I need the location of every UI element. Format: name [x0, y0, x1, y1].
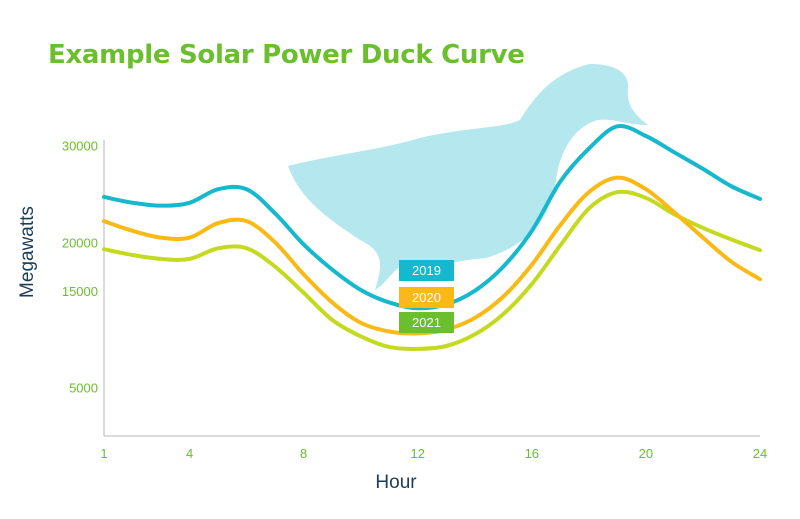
chart-title: Example Solar Power Duck Curve [48, 40, 525, 70]
x-tick-label: 8 [300, 446, 307, 461]
badge-label-2020: 2020 [412, 290, 441, 305]
y-tick-label: 5000 [69, 381, 98, 396]
badge-label-2019: 2019 [412, 263, 441, 278]
x-tick-label: 1 [100, 446, 107, 461]
series-line-2021 [102, 189, 762, 351]
y-tick-label: 20000 [62, 235, 98, 250]
x-tick-label: 4 [186, 446, 193, 461]
badge-label-2021: 2021 [412, 315, 441, 330]
x-tick-label: 24 [753, 446, 767, 461]
x-axis-label: Hour [375, 472, 417, 493]
badge-2021 [399, 312, 454, 333]
duck-silhouette-icon [288, 64, 648, 290]
badge-2020 [399, 287, 454, 308]
x-tick-label: 16 [525, 446, 539, 461]
y-axis-label: Megawatts [17, 206, 38, 298]
x-tick-label: 20 [639, 446, 653, 461]
badge-2019 [399, 260, 454, 281]
y-tick-label: 30000 [62, 139, 98, 154]
x-tick-label: 12 [411, 446, 425, 461]
y-tick-label: 15000 [62, 284, 98, 299]
